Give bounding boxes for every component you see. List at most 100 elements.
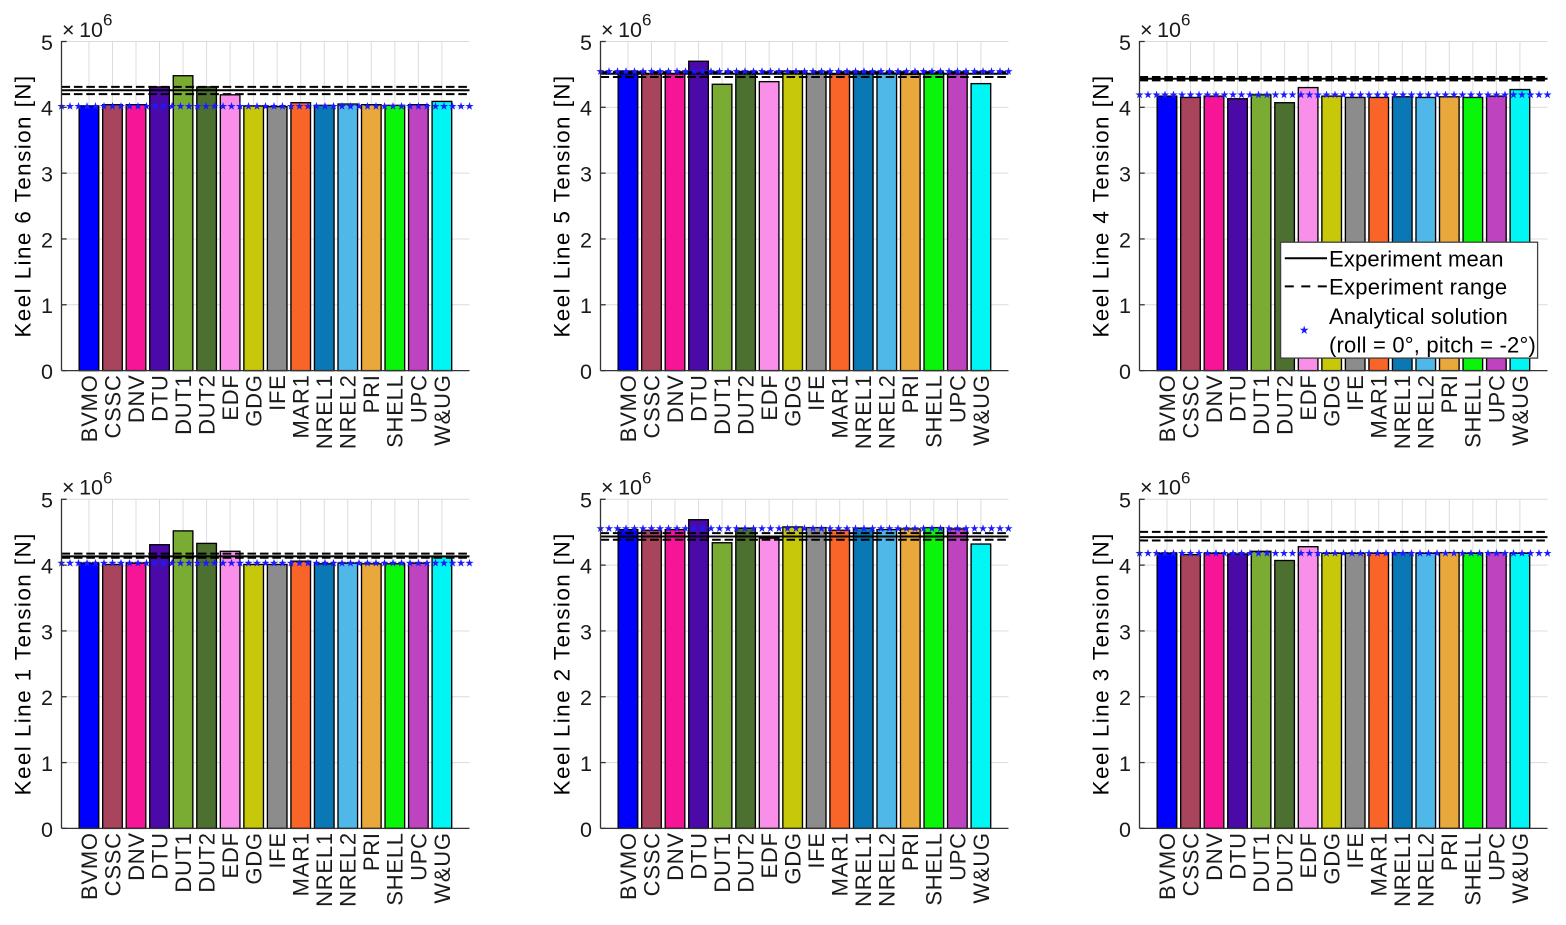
svg-text:0: 0 [41, 360, 53, 384]
svg-text:DUT1: DUT1 [171, 832, 196, 892]
svg-text:IFE: IFE [804, 832, 829, 868]
svg-text:DNV: DNV [663, 832, 688, 881]
svg-text:DUT2: DUT2 [734, 832, 759, 892]
svg-text:PRI: PRI [1437, 832, 1462, 871]
svg-text:MAR1: MAR1 [1367, 832, 1392, 896]
svg-text:UPC: UPC [945, 832, 970, 881]
svg-text:Experiment mean: Experiment mean [1329, 246, 1504, 271]
svg-text:2: 2 [41, 686, 53, 710]
svg-text:1: 1 [41, 752, 53, 776]
svg-text:0: 0 [1119, 360, 1131, 384]
svg-text:EDF: EDF [218, 832, 243, 878]
svg-text:3: 3 [1119, 163, 1131, 187]
svg-text:3: 3 [580, 620, 592, 644]
svg-text:1: 1 [41, 294, 53, 318]
svg-text:5: 5 [41, 489, 53, 513]
svg-text:NREL1: NREL1 [312, 832, 337, 907]
svg-text:CSSC: CSSC [1178, 832, 1203, 896]
svg-text:5: 5 [1119, 489, 1131, 513]
svg-text:NREL2: NREL2 [1414, 832, 1439, 907]
svg-text:5: 5 [580, 489, 592, 513]
svg-text:W&UG: W&UG [969, 832, 994, 903]
svg-text:2: 2 [41, 228, 53, 252]
svg-text:CSSC: CSSC [100, 832, 125, 896]
svg-text:Keel Line 4 Tension [N]: Keel Line 4 Tension [N] [1089, 74, 1114, 337]
svg-text:UPC: UPC [1484, 832, 1509, 881]
svg-text:2: 2 [580, 686, 592, 710]
svg-text:PRI: PRI [1437, 374, 1462, 413]
svg-text:0: 0 [1119, 818, 1131, 842]
svg-text:1: 1 [1119, 752, 1131, 776]
svg-text:DUT2: DUT2 [734, 374, 759, 434]
svg-text:EDF: EDF [1296, 832, 1321, 878]
svg-text:3: 3 [580, 163, 592, 187]
svg-text:3: 3 [1119, 620, 1131, 644]
svg-text:1: 1 [580, 752, 592, 776]
svg-text:W&UG: W&UG [969, 374, 994, 445]
svg-text:DTU: DTU [686, 832, 711, 879]
svg-text:SHELL: SHELL [383, 374, 408, 447]
svg-text:DTU: DTU [147, 374, 172, 421]
svg-text:5: 5 [41, 31, 53, 55]
svg-text:W&UG: W&UG [1508, 832, 1533, 903]
svg-text:W&UG: W&UG [430, 832, 455, 903]
svg-text:BVMO: BVMO [1155, 374, 1180, 442]
svg-text:NREL1: NREL1 [1390, 832, 1415, 907]
svg-text:2: 2 [1119, 228, 1131, 252]
svg-text:DUT1: DUT1 [710, 374, 735, 434]
svg-text:GDG: GDG [781, 832, 806, 884]
svg-text:MAR1: MAR1 [289, 374, 314, 438]
svg-text:PRI: PRI [898, 832, 923, 871]
svg-text:NREL2: NREL2 [875, 374, 900, 449]
svg-text:DTU: DTU [147, 832, 172, 879]
svg-text:DTU: DTU [1225, 832, 1250, 879]
svg-text:EDF: EDF [1296, 374, 1321, 420]
svg-text:3: 3 [41, 620, 53, 644]
svg-text:2: 2 [580, 228, 592, 252]
svg-text:IFE: IFE [1343, 374, 1368, 410]
svg-text:EDF: EDF [757, 374, 782, 420]
svg-text:IFE: IFE [265, 832, 290, 868]
svg-text:IFE: IFE [1343, 832, 1368, 868]
svg-text:Keel Line 2 Tension [N]: Keel Line 2 Tension [N] [550, 532, 575, 795]
svg-text:SHELL: SHELL [1461, 374, 1486, 447]
svg-text:GDG: GDG [1320, 374, 1345, 426]
svg-text:W&UG: W&UG [1508, 374, 1533, 445]
svg-text:CSSC: CSSC [1178, 374, 1203, 438]
svg-text:CSSC: CSSC [639, 374, 664, 438]
svg-text:4: 4 [1119, 97, 1131, 121]
svg-text:CSSC: CSSC [639, 832, 664, 896]
svg-text:EDF: EDF [218, 374, 243, 420]
svg-text:SHELL: SHELL [383, 832, 408, 905]
svg-text:CSSC: CSSC [100, 374, 125, 438]
svg-text:MAR1: MAR1 [1367, 374, 1392, 438]
svg-text:SHELL: SHELL [1461, 832, 1486, 905]
svg-text:DNV: DNV [124, 832, 149, 881]
svg-text:BVMO: BVMO [616, 374, 641, 442]
svg-text:MAR1: MAR1 [828, 832, 853, 896]
svg-text:UPC: UPC [945, 374, 970, 423]
svg-text:0: 0 [41, 818, 53, 842]
svg-text:4: 4 [1119, 555, 1131, 579]
svg-text:GDG: GDG [242, 832, 267, 884]
svg-text:DNV: DNV [124, 374, 149, 423]
svg-text:NREL2: NREL2 [336, 832, 361, 907]
svg-text:DUT1: DUT1 [710, 832, 735, 892]
svg-text:4: 4 [41, 97, 53, 121]
svg-text:DNV: DNV [1202, 374, 1227, 423]
svg-text:IFE: IFE [804, 374, 829, 410]
svg-text:IFE: IFE [265, 374, 290, 410]
svg-text:0: 0 [580, 818, 592, 842]
svg-text:PRI: PRI [359, 374, 384, 413]
svg-text:UPC: UPC [406, 832, 431, 881]
svg-text:NREL1: NREL1 [1390, 374, 1415, 449]
svg-text:SHELL: SHELL [922, 832, 947, 905]
svg-text:1: 1 [580, 294, 592, 318]
svg-text:DUT2: DUT2 [195, 832, 220, 892]
svg-text:UPC: UPC [406, 374, 431, 423]
svg-text:5: 5 [580, 31, 592, 55]
svg-text:NREL1: NREL1 [851, 832, 876, 907]
svg-text:4: 4 [580, 97, 592, 121]
svg-text:MAR1: MAR1 [289, 832, 314, 896]
svg-text:NREL2: NREL2 [875, 832, 900, 907]
